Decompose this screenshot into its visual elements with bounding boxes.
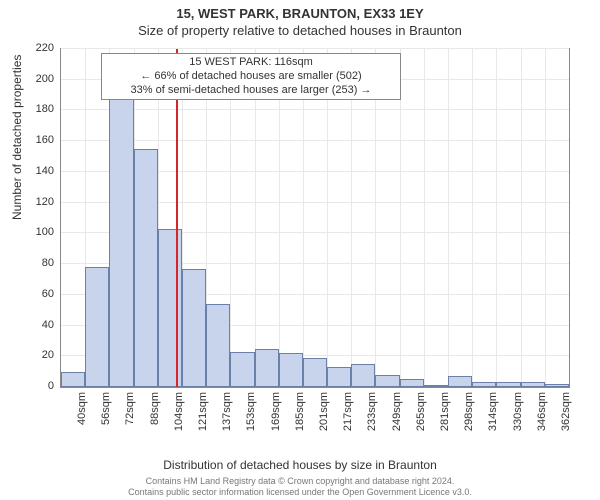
gridline-h: [61, 140, 569, 141]
x-tick-label: 298sqm: [463, 392, 475, 431]
histogram-bar: [375, 375, 399, 387]
x-tick-label: 249sqm: [391, 392, 403, 431]
gridline-v: [545, 49, 546, 387]
x-tick-label: 104sqm: [173, 392, 185, 431]
y-tick-label: 40: [24, 319, 54, 331]
histogram-bar: [158, 229, 182, 387]
x-axis-label: Distribution of detached houses by size …: [0, 458, 600, 472]
plot-area: 15 WEST PARK: 116sqm ← 66% of detached h…: [60, 48, 570, 388]
title-sub: Size of property relative to detached ho…: [0, 21, 600, 38]
chart-container: 15, WEST PARK, BRAUNTON, EX33 1EY Size o…: [0, 0, 600, 500]
x-tick-label: 201sqm: [318, 392, 330, 431]
x-tick-label: 217sqm: [342, 392, 354, 431]
histogram-bar: [472, 382, 496, 387]
footer: Contains HM Land Registry data © Crown c…: [0, 476, 600, 498]
histogram-bar: [61, 372, 85, 387]
histogram-bar: [182, 269, 206, 387]
histogram-bar: [521, 382, 545, 387]
x-tick-label: 281sqm: [439, 392, 451, 431]
x-tick-label: 121sqm: [197, 392, 209, 431]
x-tick-label: 169sqm: [270, 392, 282, 431]
histogram-bar: [424, 385, 448, 387]
annotation-box: 15 WEST PARK: 116sqm ← 66% of detached h…: [101, 53, 401, 100]
histogram-bar: [85, 267, 109, 387]
annot-line3: 33% of semi-detached houses are larger (…: [106, 84, 396, 98]
histogram-bar: [206, 304, 230, 387]
y-tick-label: 220: [24, 42, 54, 54]
histogram-bar: [496, 382, 520, 387]
footer-line1: Contains HM Land Registry data © Crown c…: [0, 476, 600, 487]
histogram-bar: [351, 364, 375, 387]
y-tick-label: 80: [24, 257, 54, 269]
x-tick-label: 56sqm: [100, 392, 112, 425]
gridline-v: [448, 49, 449, 387]
title-main: 15, WEST PARK, BRAUNTON, EX33 1EY: [0, 0, 600, 21]
x-tick-label: 346sqm: [536, 392, 548, 431]
gridline-v: [472, 49, 473, 387]
histogram-bar: [134, 149, 158, 387]
y-tick-label: 200: [24, 73, 54, 85]
x-tick-label: 362sqm: [560, 392, 572, 431]
histogram-bar: [545, 384, 569, 387]
y-tick-label: 140: [24, 165, 54, 177]
histogram-bar: [327, 367, 351, 387]
histogram-bar: [109, 98, 133, 387]
histogram-bar: [279, 353, 303, 387]
gridline-v: [496, 49, 497, 387]
annot-line1: 15 WEST PARK: 116sqm: [106, 56, 396, 70]
y-tick-label: 60: [24, 288, 54, 300]
x-tick-label: 330sqm: [512, 392, 524, 431]
y-axis-label: Number of detached properties: [10, 55, 24, 220]
histogram-bar: [400, 379, 424, 387]
y-tick-label: 20: [24, 349, 54, 361]
y-tick-label: 180: [24, 103, 54, 115]
y-tick-label: 100: [24, 226, 54, 238]
gridline-v: [521, 49, 522, 387]
x-tick-label: 88sqm: [149, 392, 161, 425]
annot-line2: ← 66% of detached houses are smaller (50…: [106, 70, 396, 84]
x-tick-label: 185sqm: [294, 392, 306, 431]
x-tick-label: 314sqm: [487, 392, 499, 431]
gridline-v: [424, 49, 425, 387]
histogram-bar: [303, 358, 327, 387]
x-tick-label: 153sqm: [245, 392, 257, 431]
x-tick-label: 233sqm: [366, 392, 378, 431]
histogram-bar: [255, 349, 279, 387]
x-tick-label: 72sqm: [124, 392, 136, 425]
y-tick-label: 120: [24, 196, 54, 208]
footer-line2: Contains public sector information licen…: [0, 487, 600, 498]
gridline-h: [61, 109, 569, 110]
y-tick-label: 160: [24, 134, 54, 146]
histogram-bar: [230, 352, 254, 387]
x-tick-label: 40sqm: [76, 392, 88, 425]
y-tick-label: 0: [24, 380, 54, 392]
histogram-bar: [448, 376, 472, 387]
gridline-h: [61, 48, 569, 49]
x-tick-label: 265sqm: [415, 392, 427, 431]
chart-area: 15 WEST PARK: 116sqm ← 66% of detached h…: [60, 48, 570, 418]
x-tick-label: 137sqm: [221, 392, 233, 431]
